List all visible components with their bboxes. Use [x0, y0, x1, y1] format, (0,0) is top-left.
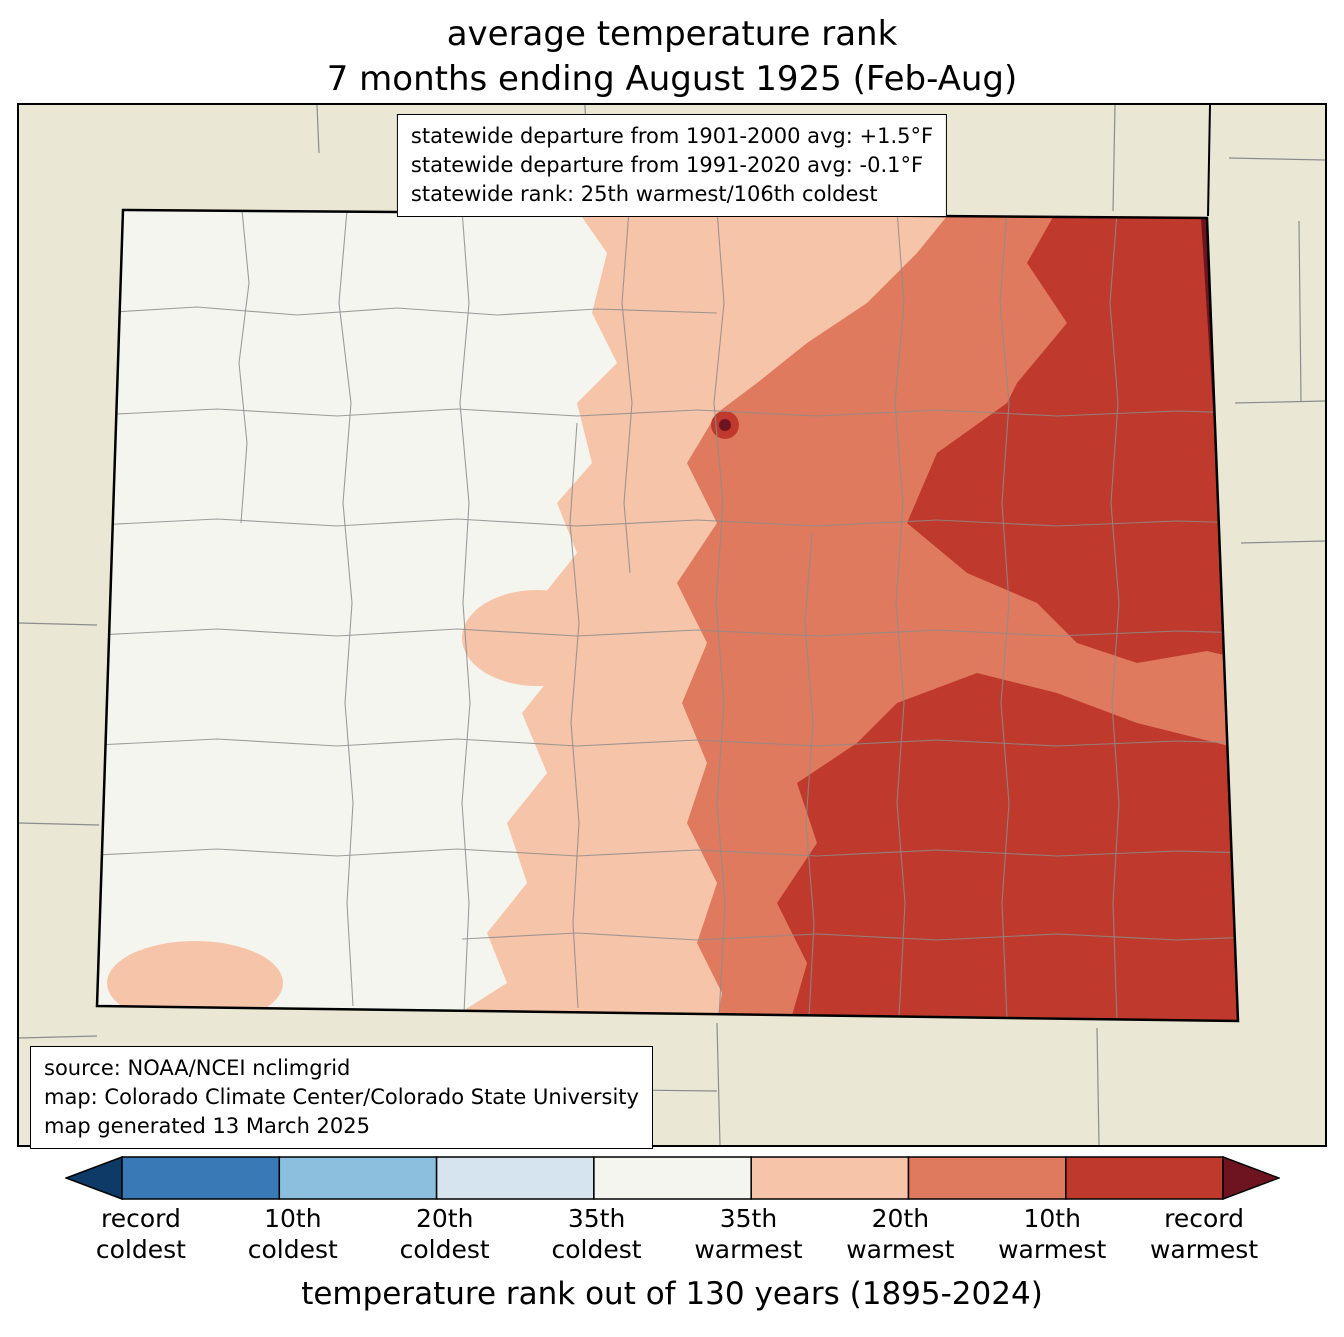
county-lines [97, 210, 1238, 1021]
stats-box: statewide departure from 1901-2000 avg: … [396, 114, 948, 217]
colorbar-axis-label: temperature rank out of 130 years (1895-… [301, 1276, 1043, 1312]
colorbar-labels: record coldest 10th coldest 20th coldest… [65, 1203, 1280, 1265]
record-warm-spot-inner [719, 419, 731, 431]
map-panel [17, 103, 1327, 1147]
colorbar-seg-near-normal [593, 1156, 752, 1200]
colorbar-svg [63, 1155, 1282, 1201]
stats-line-1991-2020: statewide departure from 1991-2020 avg: … [410, 152, 924, 177]
rank-regions [97, 210, 1238, 1021]
colorbar-seg-10th-warmest [1065, 1156, 1224, 1200]
colorbar-seg-35th-coldest [435, 1156, 595, 1200]
colorbar-seg-10th-coldest [121, 1156, 281, 1200]
stats-line-1901-2000: statewide departure from 1901-2000 avg: … [410, 124, 934, 148]
region-10th-warmest-southeast [777, 673, 1238, 1021]
source-line: source: NOAA/NCEI nclimgrid [44, 1056, 351, 1080]
region-10th-warmest-northeast [907, 210, 1238, 663]
label-20th-coldest: 20th coldest [399, 1204, 490, 1264]
page-title-line2: 7 months ending August 1925 (Feb-Aug) [326, 59, 1018, 100]
wyoming-nebraska-border [1207, 104, 1211, 217]
colorbar-seg-20th-warmest [907, 1156, 1067, 1200]
map-credit-line: map: Colorado Climate Center/Colorado St… [44, 1084, 639, 1109]
label-35th-warmest: 35th warmest [694, 1204, 803, 1264]
label-10th-warmest: 10th warmest [998, 1204, 1107, 1264]
page-title: average temperature rank 7 months ending… [0, 12, 1344, 102]
map-frame [17, 103, 1327, 1147]
generated-line: map generated 13 March 2025 [44, 1113, 371, 1138]
source-box: source: NOAA/NCEI nclimgrid map: Colorad… [30, 1046, 653, 1149]
colorbar [63, 1155, 1282, 1201]
colorbar-seg-35th-warmest [750, 1156, 910, 1200]
label-10th-coldest: 10th coldest [247, 1204, 338, 1264]
colorbar-arrow-record-coldest [63, 1155, 123, 1201]
region-35th-warmest-patch-southwest [107, 941, 283, 1021]
label-35th-coldest: 35th coldest [551, 1204, 642, 1264]
colorbar-seg-20th-coldest [278, 1156, 438, 1200]
colorbar-arrow-record-warmest [1222, 1155, 1282, 1201]
stats-line-rank: statewide rank: 25th warmest/106th colde… [410, 181, 878, 206]
label-record-coldest: record coldest [95, 1204, 186, 1264]
label-record-warmest: record warmest [1149, 1204, 1259, 1264]
page-title-line1: average temperature rank [446, 14, 898, 54]
colorado-map [17, 103, 1327, 1147]
region-35th-warmest-patch-central [462, 590, 612, 686]
label-20th-warmest: 20th warmest [846, 1204, 955, 1264]
